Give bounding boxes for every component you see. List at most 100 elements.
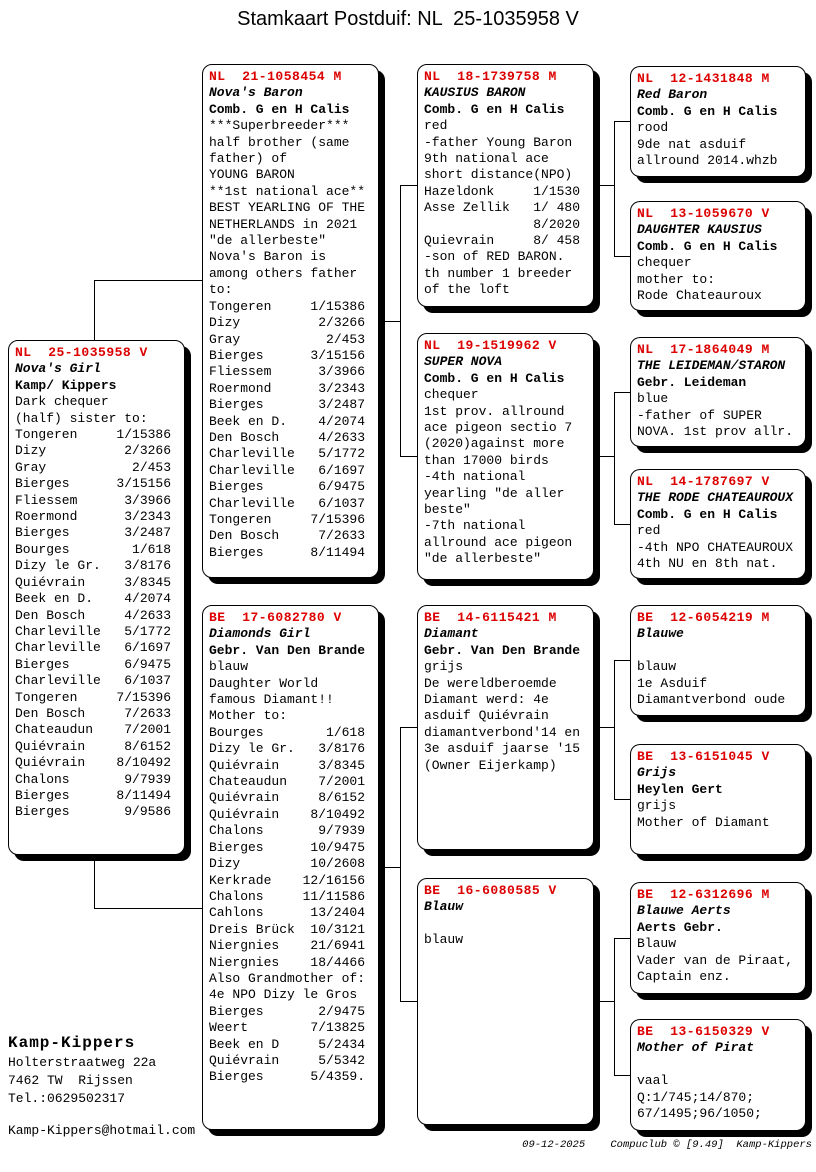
detail-line: 3e asduif jaarse '15 xyxy=(424,741,581,757)
loft-email: Kamp-Kippers@hotmail.com xyxy=(8,1123,196,1138)
ring-number: NL 19-1519962 V xyxy=(424,338,557,353)
connector-sire-bracket xyxy=(400,185,401,456)
detail-line: 1e Asduif xyxy=(637,675,708,691)
detail-line: Charleville 5/1772 xyxy=(15,623,172,639)
owner-name xyxy=(424,916,587,932)
connector-ggp7-stub xyxy=(614,938,630,939)
pedigree-box-ggp-2: NL 13-1059670 V DAUGHTER KAUSIUS Comb. G… xyxy=(630,201,806,311)
connector-subject-dam xyxy=(94,855,95,908)
ring-number: BE 12-6312696 M xyxy=(637,887,770,902)
detail-line: Chalons 9/7939 xyxy=(209,823,366,839)
pigeon-details: ***Superbreeder*** half brother (same fath… xyxy=(209,118,372,561)
connector-gp2-stub xyxy=(594,456,614,457)
detail-line: (2020)against more xyxy=(424,436,565,452)
detail-line: ***Superbreeder*** xyxy=(209,118,350,134)
detail-line: "de allerbeste" xyxy=(424,551,542,567)
owner-name: Comb. G en H Calis xyxy=(424,101,565,117)
detail-line: (Owner Eijerkamp) xyxy=(424,757,557,773)
owner-name: Gebr. Van Den Brande xyxy=(209,642,366,658)
pigeon-name: KAUSIUS BARON xyxy=(424,85,526,101)
owner-name: Gebr. Leideman xyxy=(637,374,747,390)
owner-name xyxy=(637,1057,799,1073)
pedigree-box-ggp-1: NL 12-1431848 M Red Baron Comb. G en H C… xyxy=(630,66,806,177)
connector-dam-stub xyxy=(379,867,400,868)
detail-line: Niergnies 18/4466 xyxy=(209,954,366,970)
connector-sire-dam-stub xyxy=(400,456,417,457)
detail-line: Beek en D 5/2434 xyxy=(209,1036,366,1052)
detail-line: Bierges 5/4359. xyxy=(209,1069,366,1085)
detail-line: allround 2014.whzb xyxy=(637,153,778,169)
detail-line: (half) sister to: xyxy=(15,410,148,426)
pigeon-name: Red Baron xyxy=(637,87,708,103)
detail-line: Hazeldonk 1/1530 xyxy=(424,183,581,199)
detail-line: BEST YEARLING OF THE xyxy=(209,200,366,216)
detail-line: th number 1 breeder xyxy=(424,265,573,281)
detail-line: Dizy 2/3266 xyxy=(209,315,366,331)
detail-line: allround ace pigeon xyxy=(424,534,573,550)
owner-name: Aerts Gebr. xyxy=(637,919,723,935)
pigeon-name: THE RODE CHATEAUROUX xyxy=(637,490,794,506)
pigeon-details: red -4th NPO CHATEAUROUX 4th NU en 8th nat… xyxy=(637,523,799,572)
detail-line: Bierges 8/11494 xyxy=(209,544,366,560)
detail-line: Asse Zellik 1/ 480 xyxy=(424,200,581,216)
detail-line: Bierges 3/2487 xyxy=(209,397,366,413)
detail-line: red xyxy=(637,523,661,539)
ring-number: BE 12-6054219 M xyxy=(637,610,770,625)
detail-line: NETHERLANDS in 2021 xyxy=(209,216,358,232)
detail-line: beste" xyxy=(424,502,471,518)
detail-line: Den Bosch 4/2633 xyxy=(209,429,366,445)
pigeon-details: blauw 1e Asduif Diamantverbond oude xyxy=(637,659,799,708)
ring-number: BE 13-6151045 V xyxy=(637,749,770,764)
ring-number: NL 14-1787697 V xyxy=(637,474,770,489)
detail-line: Diamant werd: 4e xyxy=(424,692,549,708)
owner-name: Comb. G en H Calis xyxy=(209,101,350,117)
connector-gp1-bracket xyxy=(614,121,615,256)
connector-subject-sire xyxy=(94,280,202,281)
connector-subject-dam xyxy=(94,908,202,909)
pedigree-box-dam: BE 17-6082780 V Diamonds Girl Gebr. Van … xyxy=(202,605,379,1130)
detail-line: Bierges 6/9475 xyxy=(209,479,366,495)
ring-number: NL 17-1864049 M xyxy=(637,342,770,357)
detail-line: Quiévrain 8/10492 xyxy=(15,755,172,771)
detail-line: Bierges 3/15156 xyxy=(209,347,366,363)
detail-line: ace pigeon sectio 7 xyxy=(424,420,573,436)
detail-line: Tongeren 7/15396 xyxy=(15,689,172,705)
pedigree-box-sire-dam: NL 19-1519962 V SUPER NOVA Comb. G en H … xyxy=(417,333,594,580)
connector-gp4-bracket xyxy=(614,938,615,1075)
detail-line: Charleville 6/1037 xyxy=(15,673,172,689)
detail-line: Gray 2/453 xyxy=(209,331,366,347)
ring-number: NL 12-1431848 M xyxy=(637,71,770,86)
detail-line: Q:1/745;14/870; xyxy=(637,1089,755,1105)
print-footer: 09-12-2025 Compuclub © [9.49] Kamp-Kippe… xyxy=(522,1139,812,1151)
detail-line: -son of RED BARON. xyxy=(424,249,565,265)
pigeon-name: Grijs xyxy=(637,765,677,781)
pigeon-name: DAUGHTER KAUSIUS xyxy=(637,222,762,238)
detail-line: blauw xyxy=(424,932,464,948)
detail-line: among others father xyxy=(209,265,358,281)
detail-line: Bourges 1/618 xyxy=(15,541,172,557)
pedigree-box-ggp-7: BE 12-6312696 M Blauwe Aerts Aerts Gebr.… xyxy=(630,882,806,994)
detail-line: 9de nat asduif xyxy=(637,136,747,152)
pedigree-box-dam-dam: BE 16-6080585 V Blauw blauw xyxy=(417,878,594,1125)
loft-phone: Tel.:0629502317 xyxy=(8,1091,126,1106)
detail-line: Bierges 10/9475 xyxy=(209,839,366,855)
detail-line: Nova's Baron is xyxy=(209,249,327,265)
detail-line: -7th national xyxy=(424,518,526,534)
detail-line: Den Bosch 4/2633 xyxy=(15,607,172,623)
connector-gp2-bracket xyxy=(614,392,615,524)
connector-dam-dam-stub xyxy=(400,1001,417,1002)
detail-line: Roermond 3/2343 xyxy=(209,380,366,396)
owner-name: Gebr. Van Den Brande xyxy=(424,642,581,658)
connector-ggp8-stub xyxy=(614,1075,630,1076)
detail-line: -father Young Baron xyxy=(424,134,573,150)
owner-name: Comb. G en H Calis xyxy=(637,506,778,522)
detail-line: Also Grandmother of: xyxy=(209,970,366,986)
detail-line: to: xyxy=(209,282,233,298)
detail-line: Quiévrain 3/8345 xyxy=(209,757,366,773)
connector-ggp5-stub xyxy=(614,660,630,661)
detail-line: 4e NPO Dizy le Gros xyxy=(209,987,358,1003)
pigeon-details: grijs De wereldberoemde Diamant werd: 4e as… xyxy=(424,659,587,774)
connector-dam-sire-stub xyxy=(400,727,417,728)
detail-line: blue xyxy=(637,391,669,407)
